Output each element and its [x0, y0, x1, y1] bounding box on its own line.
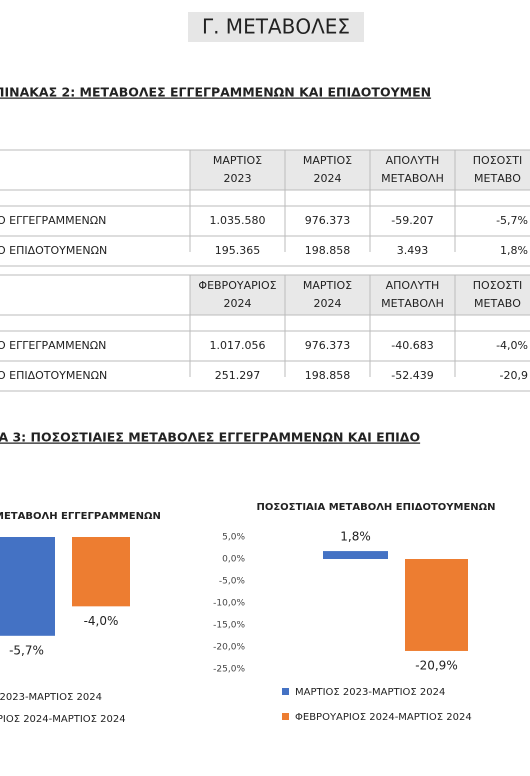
header-cell: 2024: [314, 297, 342, 310]
header-cell: ΜΑΡΤΙΟΣ: [303, 154, 352, 167]
header-cell: ΑΠΟΛΥΤΗ: [386, 154, 440, 167]
cell: 198.858: [305, 369, 351, 382]
cell: 976.373: [305, 214, 351, 227]
legend-marker: [282, 713, 289, 720]
row-label: Ο ΕΓΓΕΓΡΑΜΜΕΝΩΝ: [0, 214, 106, 227]
cell: -4,0%: [496, 339, 528, 352]
cell: -5,7%: [496, 214, 528, 227]
header-cell: ΜΑΡΤΙΟΣ: [303, 279, 352, 292]
header-cell: 2023: [224, 172, 252, 185]
legend-label: ΑΡΙΟΣ 2024-ΜΑΡΤΙΟΣ 2024: [0, 714, 126, 725]
header-cell: ΠΟΣΟΣΤΙ: [473, 154, 522, 167]
bar: [323, 551, 388, 559]
header-cell: ΦΕΒΡΟΥΑΡΙΟΣ: [198, 279, 276, 292]
cell: 251.297: [215, 369, 261, 382]
header-cell: ΠΟΣΟΣΤΙ: [473, 279, 522, 292]
y-tick-label: -15,0%: [213, 621, 245, 631]
value-label: -4,0%: [84, 614, 119, 628]
cell: 976.373: [305, 339, 351, 352]
header-cell: ΜΕΤΑΒΟΛΗ: [381, 297, 444, 310]
cell: 195.365: [215, 244, 261, 257]
bar: [405, 559, 468, 651]
header-bg: [190, 150, 530, 190]
cell: 3.493: [397, 244, 429, 257]
section-title: ΜΑ 3: ΠΟΣΟΣΤΙΑΙΕΣ ΜΕΤΑΒΟΛΕΣ ΕΓΓΕΓΡΑΜΜΕΝΩ…: [0, 430, 420, 445]
y-tick-label: -5,0%: [219, 577, 246, 587]
heading-bg: [188, 12, 364, 42]
legend-label: Σ 2023-ΜΑΡΤΙΟΣ 2024: [0, 692, 102, 703]
cell: -59.207: [391, 214, 433, 227]
value-label: -20,9%: [415, 658, 457, 672]
cell: 1.017.056: [210, 339, 266, 352]
y-tick-label: 0,0%: [222, 555, 245, 565]
bar: [72, 537, 130, 607]
cell: -20,9: [500, 369, 528, 382]
bar: [0, 537, 55, 636]
value-label: -5,7%: [9, 643, 44, 657]
header-cell: ΜΕΤΑΒΟ: [474, 297, 521, 310]
cell: 1.035.580: [210, 214, 266, 227]
header-cell: ΜΕΤΑΒΟΛΗ: [381, 172, 444, 185]
cell: 198.858: [305, 244, 351, 257]
header-cell: ΑΠΟΛΥΤΗ: [386, 279, 440, 292]
value-label: 1,8%: [340, 530, 371, 544]
y-tick-label: 5,0%: [222, 533, 245, 543]
chart-title: ΜΕΤΑΒΟΛΗ ΕΓΓΕΓΡΑΜΜΕΝΩΝ: [0, 511, 161, 522]
legend-label: ΦΕΒΡΟΥΑΡΙΟΣ 2024-ΜΑΡΤΙΟΣ 2024: [295, 712, 472, 723]
row-label: Ο ΕΠΙΔΟΤΟΥΜΕΝΩΝ: [0, 369, 107, 382]
header-cell: ΜΕΤΑΒΟ: [474, 172, 521, 185]
cell: -40.683: [391, 339, 433, 352]
legend-marker: [282, 688, 289, 695]
y-tick-label: -20,0%: [213, 643, 245, 653]
header-bg: [190, 275, 530, 315]
row-label: Ο ΕΠΙΔΟΤΟΥΜΕΝΩΝ: [0, 244, 107, 257]
row-label: Ο ΕΓΓΕΓΡΑΜΜΕΝΩΝ: [0, 339, 106, 352]
y-tick-label: -10,0%: [213, 599, 245, 609]
header-cell: ΜΑΡΤΙΟΣ: [213, 154, 262, 167]
cell: -52.439: [391, 369, 433, 382]
cell: 1,8%: [500, 244, 528, 257]
header-cell: 2024: [314, 172, 342, 185]
chart-title: ΠΟΣΟΣΤΙΑΙΑ ΜΕΤΑΒΟΛΗ ΕΠΙΔΟΤΟΥΜΕΝΩΝ: [256, 502, 495, 513]
heading: Γ. ΜΕΤΑΒΟΛΕΣ: [202, 15, 350, 39]
header-cell: 2024: [224, 297, 252, 310]
y-tick-label: -25,0%: [213, 665, 245, 675]
table-title: ΠΙΝΑΚΑΣ 2: ΜΕΤΑΒΟΛΕΣ ΕΓΓΕΓΡΑΜΜΕΝΩΝ ΚΑΙ Ε…: [0, 85, 431, 100]
legend-label: ΜΑΡΤΙΟΣ 2023-ΜΑΡΤΙΟΣ 2024: [295, 687, 445, 698]
